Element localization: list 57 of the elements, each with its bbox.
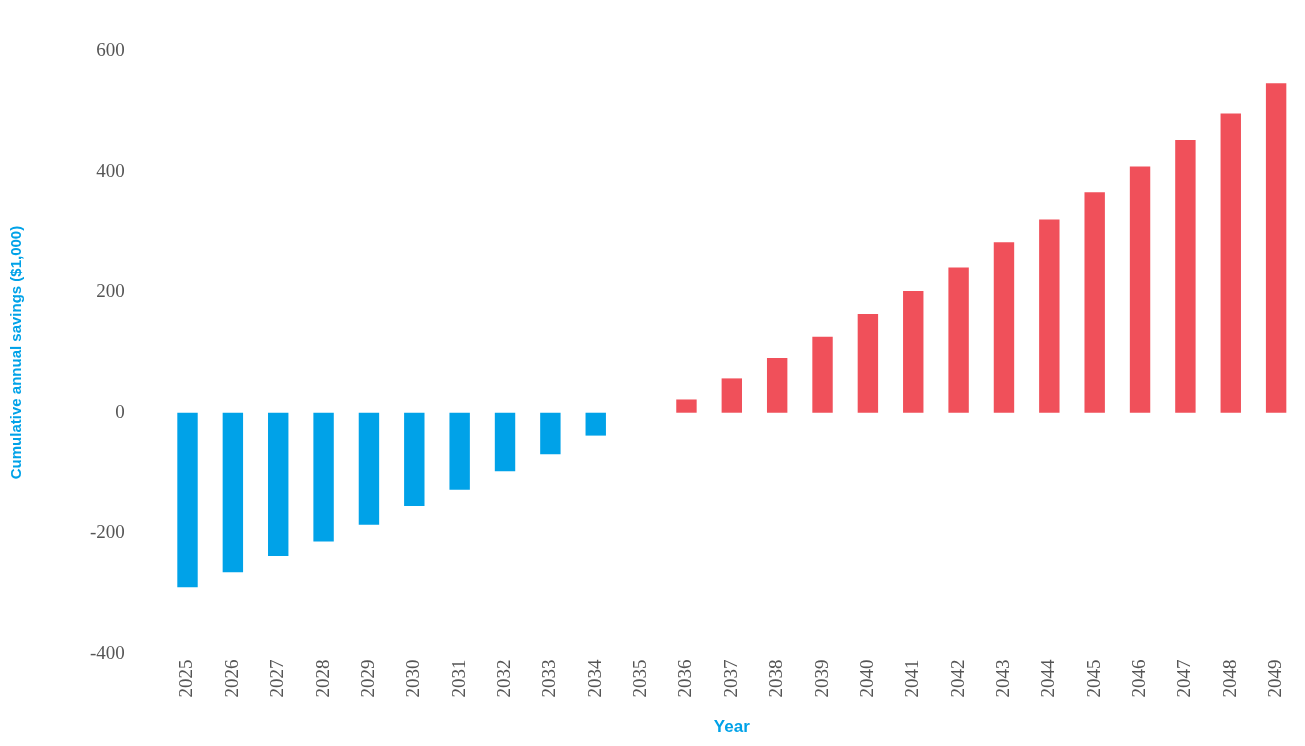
- bar: [857, 313, 879, 413]
- x-tick-label: 2034: [583, 659, 605, 698]
- x-tick-label: 2038: [765, 659, 787, 698]
- x-tick-label: 2026: [220, 659, 242, 698]
- x-tick-label: 2033: [538, 659, 560, 698]
- bar: [585, 412, 606, 436]
- bar: [948, 267, 969, 413]
- bar: [268, 412, 289, 557]
- bar: [358, 412, 380, 525]
- bar: [222, 412, 244, 573]
- x-tick-label: 2028: [311, 659, 333, 698]
- bar: [313, 412, 334, 542]
- bar: [993, 242, 1015, 413]
- bar: [1039, 219, 1060, 413]
- y-tick-label: -200: [90, 521, 125, 543]
- x-tick-label: 2049: [1264, 659, 1286, 698]
- bar: [1265, 83, 1287, 413]
- x-tick-label: 2030: [402, 659, 424, 698]
- bar: [1084, 192, 1105, 413]
- bar: [494, 412, 516, 472]
- x-tick-label: 2040: [855, 659, 877, 698]
- x-tick-label: 2048: [1218, 659, 1240, 698]
- bar: [903, 291, 924, 413]
- bar: [177, 412, 198, 588]
- y-tick-label: 600: [96, 39, 125, 61]
- x-tick-label: 2027: [266, 659, 288, 698]
- y-axis-title: Cumulative annual savings ($1,000): [7, 225, 25, 480]
- x-tick-label: 2031: [447, 659, 469, 698]
- x-tick-label: 2047: [1173, 659, 1195, 698]
- bar: [1129, 166, 1151, 413]
- x-tick-label: 2045: [1082, 659, 1104, 698]
- x-tick-label: 2025: [175, 659, 197, 698]
- y-tick-label: -400: [90, 641, 125, 663]
- y-tick-label: 200: [96, 280, 125, 302]
- bar: [676, 399, 697, 413]
- x-tick-label: 2046: [1128, 659, 1150, 698]
- x-tick-label: 2035: [629, 659, 651, 698]
- bar: [540, 412, 561, 455]
- x-tick-label: 2042: [946, 659, 968, 698]
- bar: [812, 336, 833, 413]
- x-axis-title: Year: [713, 717, 751, 737]
- x-tick-label: 2041: [901, 659, 923, 698]
- y-tick-label: 400: [96, 159, 125, 181]
- y-tick-label: 0: [115, 400, 125, 422]
- bar: [1220, 113, 1241, 413]
- bar: [449, 412, 470, 490]
- bar: [766, 357, 788, 413]
- x-tick-label: 2032: [493, 659, 514, 698]
- bar: [1175, 139, 1196, 413]
- x-tick-label: 2037: [719, 659, 741, 698]
- x-tick-label: 2039: [810, 659, 832, 698]
- bar: [721, 378, 743, 413]
- x-tick-label: 2044: [1037, 659, 1059, 698]
- x-tick-label: 2043: [991, 659, 1013, 698]
- bar: [404, 412, 425, 507]
- x-tick-label: 2036: [674, 659, 696, 698]
- x-tick-label: 2029: [356, 659, 378, 698]
